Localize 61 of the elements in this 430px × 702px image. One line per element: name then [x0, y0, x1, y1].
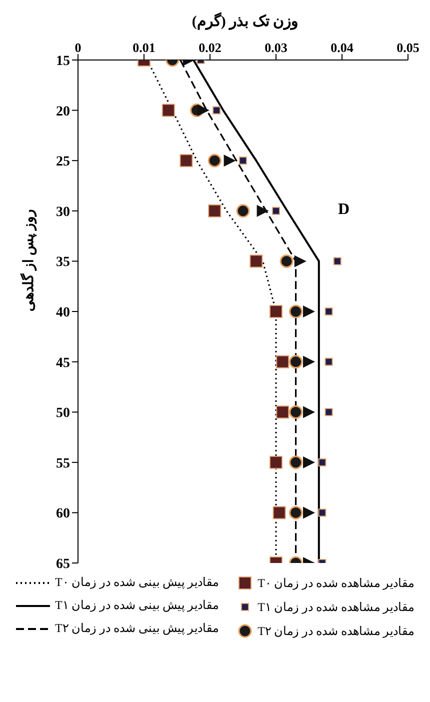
point [272, 506, 286, 520]
point [324, 408, 333, 416]
y-tick-label: 55 [56, 456, 70, 472]
point [289, 355, 303, 369]
legend-label: مقادیر پیش بینی شده در زمان T۲ [55, 621, 218, 636]
point [180, 154, 193, 168]
point [303, 306, 315, 318]
point [208, 154, 222, 168]
x-tick-label: 0.03 [264, 40, 288, 55]
y-tick-label: 60 [56, 506, 70, 522]
point [318, 458, 326, 466]
legend-label: مقادیر پیش بینی شده در زمان T۰ [55, 575, 218, 590]
x-tick-label: 0.01 [132, 40, 156, 55]
y-tick-label: 50 [56, 406, 70, 422]
y-tick-label: 15 [56, 54, 70, 69]
point [303, 456, 315, 468]
point [212, 106, 221, 114]
y-tick-label: 25 [56, 154, 70, 170]
point [250, 254, 263, 268]
y-tick-label: 20 [56, 104, 70, 120]
y-tick-label: 45 [56, 356, 70, 371]
point [162, 104, 175, 117]
point [239, 156, 247, 165]
point [197, 104, 210, 116]
point [270, 456, 282, 469]
annotation: D [338, 201, 350, 219]
x-tick-label: 0.02 [198, 40, 222, 55]
point [289, 405, 303, 419]
point [289, 456, 303, 470]
y-tick-label: 30 [56, 204, 70, 220]
point [333, 257, 342, 266]
x-tick-label: 0.05 [396, 40, 420, 55]
point [256, 204, 269, 217]
y-tick-label: 65 [56, 556, 70, 572]
legend-label: مقادیر مشاهده شده در زمان T۲ [258, 624, 414, 638]
point [280, 254, 294, 268]
legend-label: مقادیر مشاهده شده در زمان T۰ [258, 576, 414, 590]
y-tick-label: 40 [56, 305, 70, 320]
y-axis-title: روز پس از گلدهی [20, 209, 37, 312]
point [236, 204, 250, 218]
y-tick-label: 35 [56, 255, 70, 270]
point [318, 508, 326, 517]
legend-label: مقادیر پیش بینی شده در زمان T۱ [55, 598, 218, 613]
point [303, 506, 315, 519]
point [276, 406, 290, 419]
point [224, 154, 236, 167]
point [324, 308, 333, 316]
point [276, 355, 290, 368]
point [324, 358, 333, 366]
point [294, 255, 306, 268]
x-tick-label: 0.04 [330, 40, 354, 55]
point [289, 506, 303, 520]
legend-label: مقادیر مشاهده شده در زمان T۱ [258, 600, 414, 614]
point [270, 305, 282, 318]
point [303, 406, 315, 418]
point [303, 356, 315, 368]
point [289, 304, 303, 318]
x-tick-label: 0 [74, 40, 82, 55]
point [208, 204, 222, 218]
point [272, 206, 280, 215]
x-axis-title: وزن تک بذر (گرم) [190, 11, 300, 31]
